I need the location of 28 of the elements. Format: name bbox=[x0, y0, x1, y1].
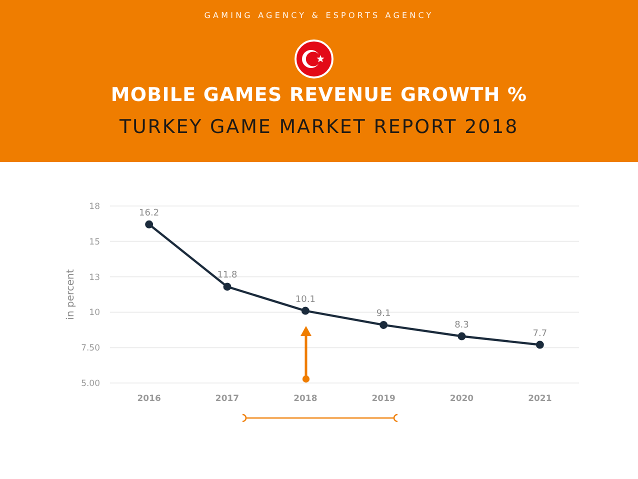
x-tick-label: 2020 bbox=[450, 394, 474, 404]
x-tick-label: 2016 bbox=[137, 394, 161, 404]
x-tick-label: 2017 bbox=[215, 394, 240, 404]
y-tick-label: 13 bbox=[89, 272, 100, 283]
y-tick-label: 15 bbox=[89, 237, 100, 248]
data-label: 8.3 bbox=[454, 320, 469, 330]
y-tick-label: 7.50 bbox=[81, 344, 100, 354]
point bbox=[145, 220, 154, 228]
data-label: 11.8 bbox=[217, 270, 238, 281]
data-label: 16.2 bbox=[139, 208, 160, 218]
y-tick-label: 5.00 bbox=[81, 379, 100, 390]
point bbox=[458, 332, 466, 340]
data-label: 9.1 bbox=[376, 308, 391, 319]
y-tick-label: 10 bbox=[89, 308, 100, 318]
point bbox=[223, 282, 232, 291]
y-axis-title: in percent bbox=[66, 269, 77, 320]
point bbox=[380, 320, 388, 329]
x-tick-label: 2021 bbox=[528, 394, 552, 404]
chart-title: MOBILE GAMES REVENUE GROWTH % bbox=[110, 84, 528, 106]
text: GAMING AGENCY & ESPORTS AGENCY bbox=[203, 11, 435, 20]
x-tick-label: 2019 bbox=[372, 394, 396, 404]
x-tick-label: 2018 bbox=[294, 394, 318, 404]
y-tick-label: 18 bbox=[89, 202, 100, 212]
point bbox=[301, 306, 310, 315]
chart-subtitle: TURKEY GAME MARKET REPORT 2018 bbox=[118, 116, 520, 138]
point bbox=[536, 340, 544, 349]
data-label: 10.1 bbox=[295, 294, 316, 305]
data-label: 7.7 bbox=[532, 328, 548, 339]
